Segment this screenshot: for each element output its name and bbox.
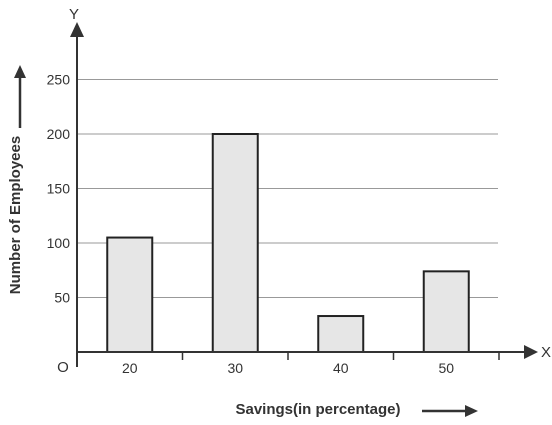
x-axis-letter: X [541, 344, 551, 361]
y-title-arrow-icon [14, 65, 26, 78]
origin-label: O [57, 359, 69, 376]
y-axis-title: Number of Employees [7, 136, 24, 294]
x-tick-label: 30 [227, 360, 243, 376]
x-axis-arrow-icon [524, 345, 538, 359]
x-axis-ticks: 20 30 40 50 [76, 352, 500, 376]
y-tick-label: 50 [54, 290, 70, 306]
y-tick-label: 150 [47, 181, 71, 197]
x-axis-title: Savings(in percentage) [235, 401, 400, 418]
x-tick-label: 20 [122, 360, 138, 376]
x-tick-label: 50 [438, 360, 454, 376]
y-tick-label: 100 [47, 235, 71, 251]
y-axis-letter: Y [69, 6, 79, 23]
y-tick-label: 250 [47, 72, 71, 88]
y-axis-arrow-icon [70, 22, 84, 37]
bar-30 [211, 133, 259, 353]
x-tick-label: 40 [333, 360, 349, 376]
y-tick-label: 200 [47, 126, 71, 142]
bar-40 [317, 315, 365, 353]
bar-20 [106, 236, 154, 353]
x-title-arrow-icon [465, 405, 478, 417]
y-axis-ticks: 50 100 150 200 250 [47, 72, 71, 306]
bar-50 [422, 270, 470, 353]
